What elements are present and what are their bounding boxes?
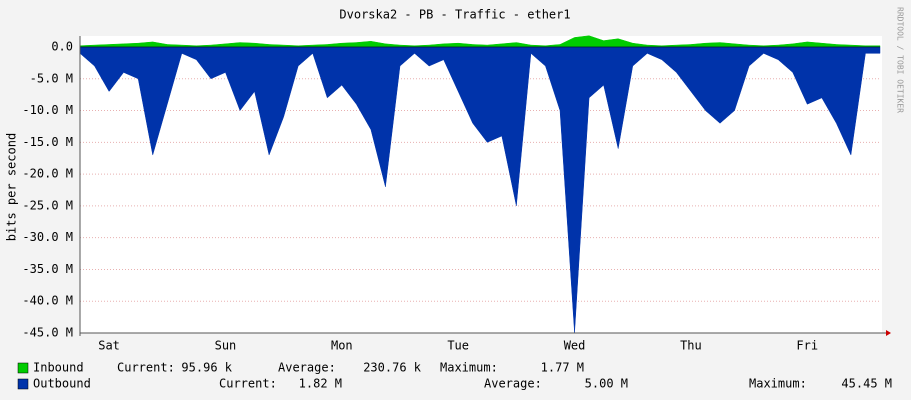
y-tick-label: -40.0 M bbox=[22, 294, 73, 308]
legend-stat-label: Average: bbox=[278, 361, 336, 375]
legend-label: Inbound bbox=[33, 361, 84, 375]
legend-stat-value: 230.76 k bbox=[363, 361, 422, 375]
x-arrow bbox=[886, 330, 891, 336]
axes bbox=[79, 36, 891, 336]
x-tick-label: Mon bbox=[331, 339, 353, 353]
legend-stat-value: 5.00 M bbox=[585, 377, 628, 391]
legend-stat-label: Maximum: bbox=[749, 377, 807, 391]
y-tick-label: -45.0 M bbox=[22, 326, 73, 340]
legend-stat-value: 1.77 M bbox=[541, 361, 584, 375]
y-tick-label: 0.0 bbox=[51, 39, 73, 53]
legend-stat-label: Current: bbox=[219, 377, 277, 391]
x-tick-label: Tue bbox=[447, 339, 469, 353]
x-tick-label: Thu bbox=[680, 339, 702, 353]
marks bbox=[79, 35, 881, 334]
watermark: RRDTOOL / TOBI OETIKER bbox=[896, 7, 905, 113]
y-axis-label: bits per second bbox=[5, 133, 19, 241]
legend-stat-label: Average: bbox=[484, 377, 542, 391]
legend-stat-value: 1.82 M bbox=[299, 377, 342, 391]
y-tick-label: -30.0 M bbox=[22, 230, 73, 244]
y-tick-label: -15.0 M bbox=[22, 135, 73, 149]
legend-swatch bbox=[17, 362, 29, 374]
area bbox=[79, 46, 881, 334]
legend-swatch bbox=[17, 378, 29, 390]
legend-stat-value: 95.96 k bbox=[181, 361, 232, 375]
y-tick-label: -10.0 M bbox=[22, 103, 73, 117]
y-tick-label: -5.0 M bbox=[30, 71, 73, 85]
y-tick-label: -25.0 M bbox=[22, 198, 73, 212]
chart-title: Dvorska2 - PB - Traffic - ether1 bbox=[339, 8, 570, 22]
x-tick-label: Sun bbox=[215, 339, 237, 353]
area bbox=[79, 35, 881, 48]
legend-stat-label: Maximum: bbox=[440, 361, 498, 375]
y-tick-label: -35.0 M bbox=[22, 262, 73, 276]
legend-stat-value: 45.45 M bbox=[841, 377, 892, 391]
y-tick-label: -20.0 M bbox=[22, 167, 73, 181]
x-tick-label: Wed bbox=[564, 339, 586, 353]
x-tick-label: Fri bbox=[796, 339, 818, 353]
x-tick-label: Sat bbox=[98, 339, 120, 353]
legend-stat-label: Current: bbox=[117, 361, 175, 375]
legend-label: Outbound bbox=[33, 377, 91, 391]
